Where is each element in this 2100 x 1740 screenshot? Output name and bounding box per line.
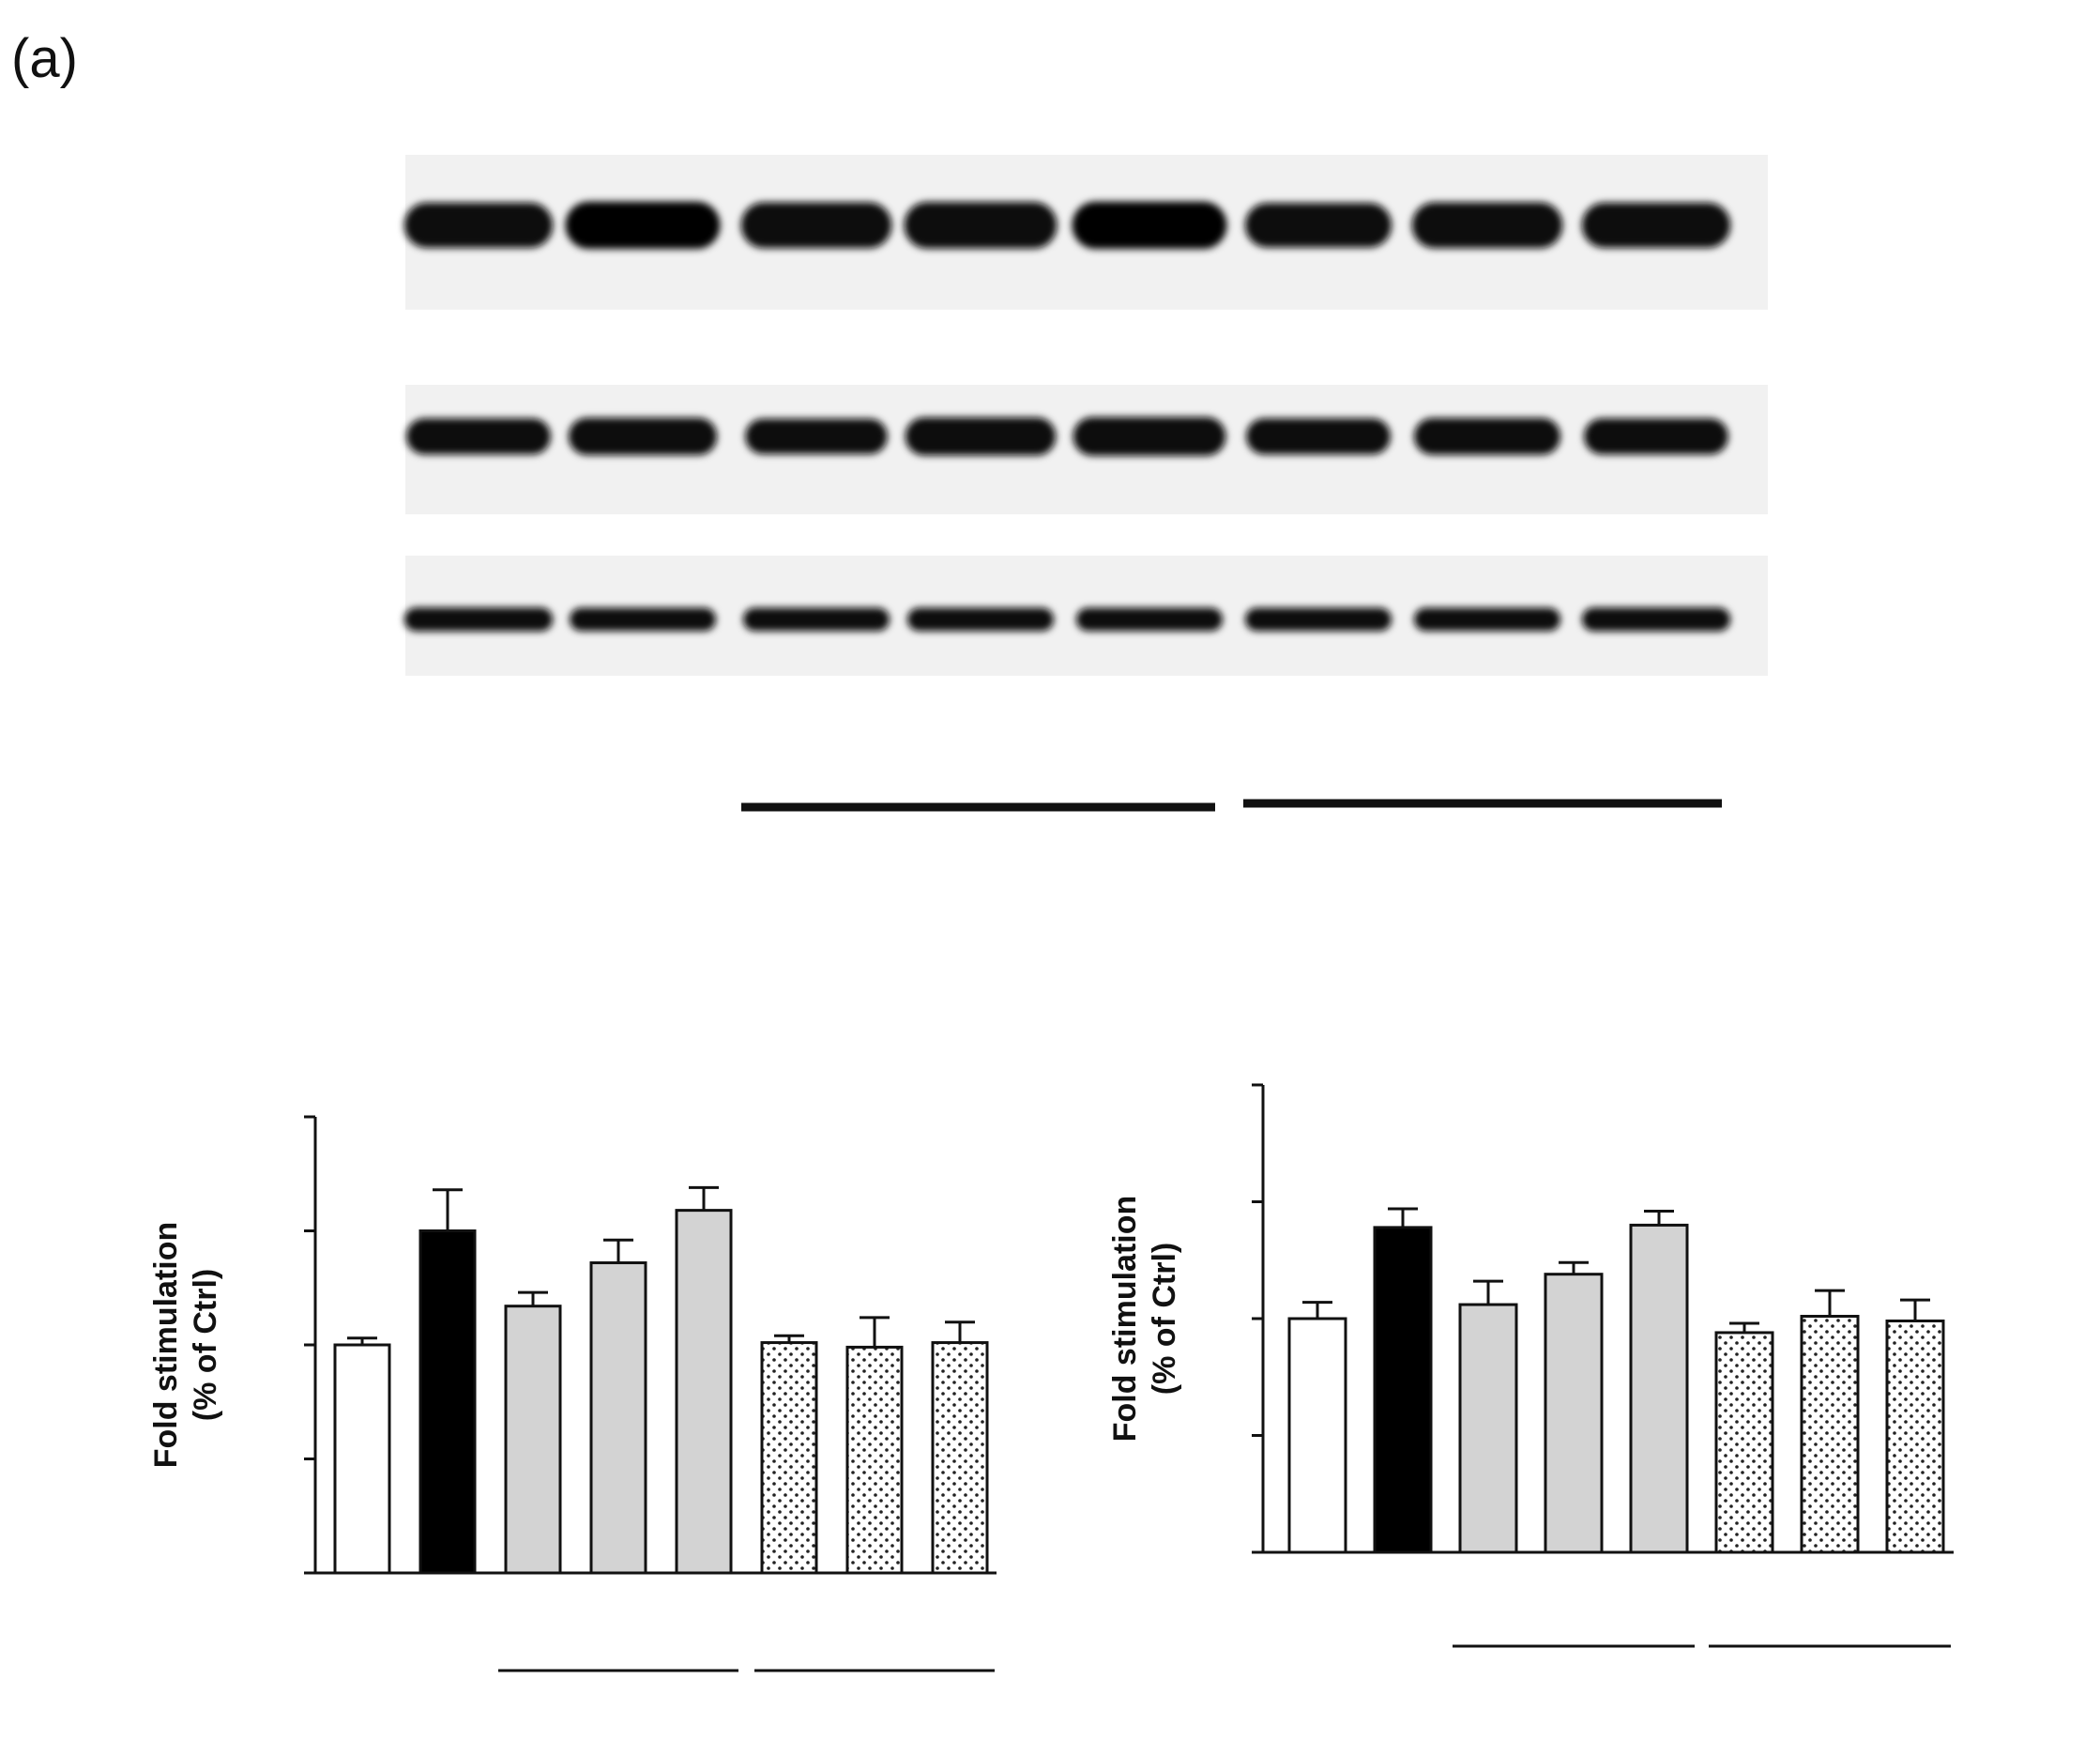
bar-5: [1714, 1331, 1774, 1554]
blot-band: [570, 607, 716, 632]
panel-a-label: (a): [11, 28, 78, 89]
blot-band: [1581, 202, 1731, 249]
bar-1: [1373, 1226, 1433, 1554]
y-axis-label: Fold stimulation (% of Ctrl): [1107, 1196, 1182, 1442]
blot-strip-2: [403, 556, 1768, 676]
blot-band: [1414, 607, 1560, 632]
blot-strips: [403, 155, 1768, 676]
blot-band: [1414, 418, 1560, 455]
y-axis-label-line: (% of Ctrl): [188, 1269, 223, 1421]
blot-band: [1581, 607, 1731, 632]
western-blot-panel: (a): [11, 28, 1768, 812]
bar-3: [1544, 1273, 1604, 1554]
bar-6: [845, 1345, 904, 1575]
blot-band: [1245, 607, 1392, 632]
blot-band: [1072, 201, 1227, 250]
bar-2: [504, 1305, 562, 1575]
blot-band: [1246, 418, 1391, 455]
blot-band: [745, 419, 888, 454]
bar-5: [760, 1341, 818, 1575]
lane-groups: [741, 799, 1722, 812]
blot-band: [1584, 418, 1728, 455]
y-axis-label-line: Fold stimulation: [1107, 1196, 1143, 1442]
bar-4: [675, 1209, 733, 1575]
blot-band: [1245, 203, 1392, 248]
bar-1: [418, 1229, 477, 1575]
blot-band: [904, 202, 1058, 249]
y-axis-label-line: (% of Ctrl): [1147, 1243, 1182, 1395]
y-axis-label-line: Fold stimulation: [148, 1222, 184, 1469]
blot-strip-0: [403, 155, 1768, 310]
tyr-expression-chart: Fold stimulation (% of Ctrl): [148, 1115, 997, 1672]
blot-band: [907, 607, 1054, 632]
bar-6: [1800, 1315, 1860, 1554]
blot-band: [1073, 417, 1226, 456]
blot-band: [740, 202, 892, 249]
bar-7: [1885, 1319, 1945, 1554]
blot-band: [565, 201, 721, 250]
bar-0: [1287, 1317, 1347, 1554]
blot-band: [568, 418, 718, 455]
bar-4: [1629, 1223, 1689, 1554]
bar-7: [931, 1341, 989, 1575]
bar-0: [333, 1343, 391, 1575]
blot-band: [406, 418, 551, 455]
blot-band: [905, 417, 1057, 456]
blot-band: [1411, 202, 1563, 249]
blot-band: [403, 202, 554, 249]
bar-3: [589, 1261, 647, 1575]
blot-strip-1: [405, 385, 1768, 514]
blot-band: [743, 607, 890, 632]
y-axis-label: Fold stimulation (% of Ctrl): [148, 1222, 223, 1469]
bar-2: [1458, 1303, 1518, 1554]
blot-band: [1076, 607, 1223, 632]
mitf-expression-chart: Fold stimulation (% of Ctrl): [1107, 1083, 1954, 1648]
blot-band: [403, 607, 554, 632]
